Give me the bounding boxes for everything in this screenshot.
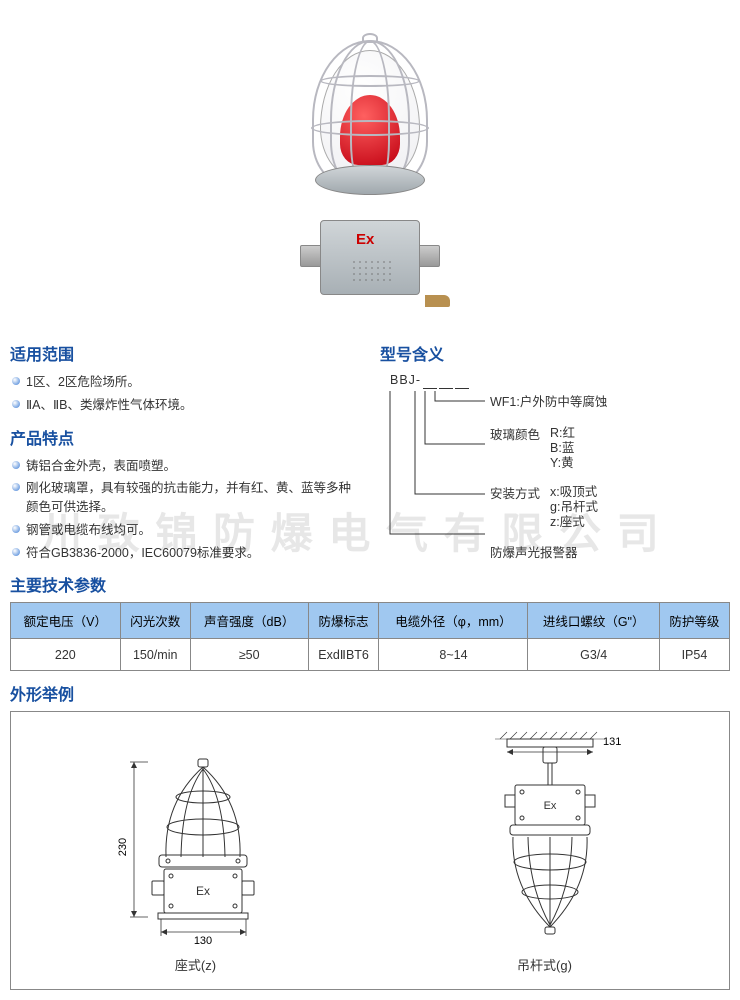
svg-text:230: 230 <box>117 838 129 856</box>
dim-caption-g: 吊杆式(g) <box>455 955 635 974</box>
model-diagram: BBJ- WF1:户外防中等腐蚀 玻璃颜色 R:红 B <box>380 371 730 551</box>
features-heading: 产品特点 <box>10 425 360 449</box>
svg-text:Ex: Ex <box>543 800 556 812</box>
table-header: 防爆标志 <box>308 603 379 639</box>
z-drawing-svg: 230 130 <box>106 747 286 947</box>
model-row: 玻璃颜色 R:红 B:蓝 Y:黄 <box>490 426 607 471</box>
features-list: 铸铝合金外壳，表面喷塑。 刚化玻璃罩，具有较强的抗击能力，并有红、黄、蓝等多种颜… <box>10 455 360 565</box>
table-header: 闪光次数 <box>120 603 190 639</box>
list-item: 符合GB3836-2000，IEC60079标准要求。 <box>10 542 360 565</box>
dim-heading: 外形举例 <box>10 681 730 705</box>
model-heading: 型号含义 <box>380 341 730 365</box>
model-row: WF1:户外防中等腐蚀 <box>490 393 607 412</box>
product-illustration: Ex <box>280 15 460 315</box>
svg-text:Ex: Ex <box>195 884 209 898</box>
table-header: 进线口螺纹（G"） <box>528 603 659 639</box>
bracket-lines <box>380 389 490 549</box>
dim-caption-z: 座式(z) <box>106 955 286 974</box>
dimension-drawings: 230 130 <box>10 711 730 990</box>
g-drawing-svg: 131 Ex <box>455 727 635 947</box>
model-prefix: BBJ- <box>390 371 421 390</box>
list-item: ⅡA、ⅡB、类爆炸性气体环境。 <box>10 394 360 417</box>
svg-text:131: 131 <box>603 736 621 748</box>
svg-text:130: 130 <box>193 935 211 947</box>
list-item: 刚化玻璃罩，具有较强的抗击能力，并有红、黄、蓝等多种颜色可供选择。 <box>10 477 360 519</box>
table-row: 220 150/min ≥50 ExdⅡBT6 8~14 G3/4 IP54 <box>11 639 730 671</box>
table-header: 防护等级 <box>659 603 729 639</box>
model-row: 安装方式 x:吸顶式 g:吊杆式 z:座式 <box>490 485 607 530</box>
spec-heading: 主要技术参数 <box>10 572 730 596</box>
ex-mark: Ex <box>356 231 374 248</box>
table-header: 电缆外径（φ，mm） <box>379 603 528 639</box>
list-item: 钢管或电缆布线均可。 <box>10 519 360 542</box>
list-item: 1区、2区危险场所。 <box>10 371 360 394</box>
dim-drawing-g: 131 Ex <box>455 727 635 974</box>
table-header: 额定电压（V） <box>11 603 121 639</box>
scope-list: 1区、2区危险场所。 ⅡA、ⅡB、类爆炸性气体环境。 <box>10 371 360 417</box>
list-item: 铸铝合金外壳，表面喷塑。 <box>10 455 360 478</box>
product-photo-area: Ex <box>10 10 730 333</box>
scope-heading: 适用范围 <box>10 341 360 365</box>
table-header: 声音强度（dB） <box>190 603 308 639</box>
dim-drawing-z: 230 130 <box>106 747 286 974</box>
model-row: 防爆声光报警器 <box>490 544 607 563</box>
spec-table: 额定电压（V） 闪光次数 声音强度（dB） 防爆标志 电缆外径（φ，mm） 进线… <box>10 602 730 671</box>
